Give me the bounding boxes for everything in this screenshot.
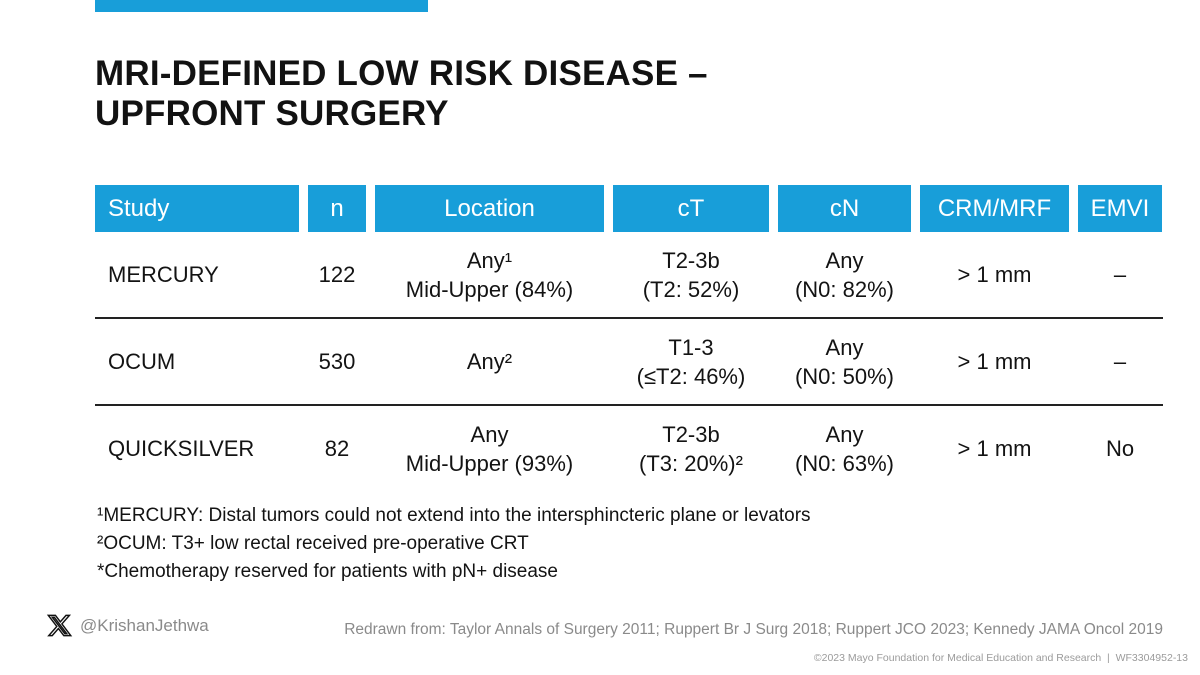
- cell-text: (T2: 52%): [642, 276, 740, 302]
- column-header-crm-mrf: CRM/MRF: [920, 185, 1069, 232]
- column-header-study: Study: [95, 185, 299, 232]
- cell-study: QUICKSILVER: [95, 406, 299, 491]
- x-logo-icon: [46, 614, 73, 637]
- cell-text: T1-3: [668, 334, 714, 360]
- column-header-cn: cN: [778, 185, 911, 232]
- cell-text: (N0: 50%): [794, 363, 895, 389]
- cell-text: 82: [324, 436, 350, 461]
- cell-cn: Any (N0: 82%): [778, 232, 911, 317]
- cell-text: Any: [825, 334, 864, 360]
- table-row-mercury: MERCURY 122 Any¹ Mid-Upper (84%) T2-3b (T2…: [95, 232, 1163, 317]
- cell-text: Any: [470, 421, 509, 447]
- cell-location: Any¹ Mid-Upper (84%): [375, 232, 604, 317]
- cell-text: No: [1105, 436, 1135, 461]
- cell-text: Mid-Upper (93%): [405, 450, 574, 476]
- footnote-chemotherapy: *Chemotherapy reserved for patients with…: [97, 561, 558, 582]
- accent-bar: [95, 0, 428, 12]
- cell-text: 122: [318, 262, 356, 287]
- cell-text: OCUM: [108, 349, 176, 374]
- slide-title: MRI-DEFINED LOW RISK DISEASE – UPFRONT S…: [95, 54, 708, 134]
- cell-text: Any: [825, 421, 864, 447]
- cell-crm-mrf: > 1 mm: [920, 232, 1069, 317]
- cell-n: 122: [308, 232, 366, 317]
- column-header-emvi: EMVI: [1078, 185, 1162, 232]
- cell-text: (≤T2: 46%): [636, 363, 746, 389]
- cell-text: > 1 mm: [957, 262, 1032, 287]
- study-table: Study n Location cT cN CRM/MRF EMVI MERC…: [95, 185, 1163, 491]
- footnotes: ¹MERCURY: Distal tumors could not extend…: [97, 502, 811, 586]
- cell-text: 530: [318, 349, 356, 374]
- cell-cn: Any (N0: 63%): [778, 406, 911, 491]
- cell-emvi: No: [1078, 406, 1162, 491]
- x-handle-text: @KrishanJethwa: [80, 615, 209, 635]
- cell-crm-mrf: > 1 mm: [920, 319, 1069, 404]
- table-row-ocum: OCUM 530 Any² T1-3 (≤T2: 46%) Any (N0: 50%…: [95, 319, 1163, 404]
- cell-text: –: [1113, 262, 1127, 287]
- cell-study: OCUM: [95, 319, 299, 404]
- cell-location: Any²: [375, 319, 604, 404]
- cell-text: –: [1113, 349, 1127, 374]
- column-header-n: n: [308, 185, 366, 232]
- column-header-ct: cT: [613, 185, 769, 232]
- slide-title-line2: UPFRONT SURGERY: [95, 94, 449, 133]
- cell-text: T2-3b: [662, 247, 720, 273]
- table-header-row: Study n Location cT cN CRM/MRF EMVI: [95, 185, 1163, 232]
- cell-text: (T3: 20%)²: [639, 450, 743, 476]
- cell-text: Any²: [466, 349, 513, 374]
- cell-text: QUICKSILVER: [108, 436, 255, 461]
- cell-text: Any¹: [466, 247, 513, 273]
- row-separator: [95, 317, 1163, 319]
- footnote-mercury: ¹MERCURY: Distal tumors could not extend…: [97, 505, 811, 526]
- copyright-text: ©2023 Mayo Foundation for Medical Educat…: [813, 652, 1188, 664]
- cell-text: Any: [825, 247, 864, 273]
- row-separator: [95, 404, 1163, 406]
- cell-text: (N0: 82%): [794, 276, 895, 302]
- footnote-ocum: ²OCUM: T3+ low rectal received pre-opera…: [97, 533, 529, 554]
- cell-cn: Any (N0: 50%): [778, 319, 911, 404]
- cell-text: T2-3b: [662, 421, 720, 447]
- column-header-location: Location: [375, 185, 604, 232]
- citation-text: Redrawn from: Taylor Annals of Surgery 2…: [344, 621, 1163, 638]
- cell-text: Mid-Upper (84%): [405, 276, 574, 302]
- cell-text: > 1 mm: [957, 349, 1032, 374]
- cell-text: MERCURY: [108, 262, 219, 287]
- cell-emvi: –: [1078, 319, 1162, 404]
- cell-n: 82: [308, 406, 366, 491]
- cell-n: 530: [308, 319, 366, 404]
- cell-crm-mrf: > 1 mm: [920, 406, 1069, 491]
- cell-text: (N0: 63%): [794, 450, 895, 476]
- slide-title-line1: MRI-DEFINED LOW RISK DISEASE –: [95, 54, 708, 93]
- cell-text: > 1 mm: [957, 436, 1032, 461]
- cell-ct: T2-3b (T3: 20%)²: [613, 406, 769, 491]
- cell-ct: T2-3b (T2: 52%): [613, 232, 769, 317]
- cell-study: MERCURY: [95, 232, 299, 317]
- cell-emvi: –: [1078, 232, 1162, 317]
- table-row-quicksilver: QUICKSILVER 82 Any Mid-Upper (93%) T2-3b (…: [95, 406, 1163, 491]
- cell-ct: T1-3 (≤T2: 46%): [613, 319, 769, 404]
- x-handle: @KrishanJethwa: [46, 613, 209, 638]
- cell-location: Any Mid-Upper (93%): [375, 406, 604, 491]
